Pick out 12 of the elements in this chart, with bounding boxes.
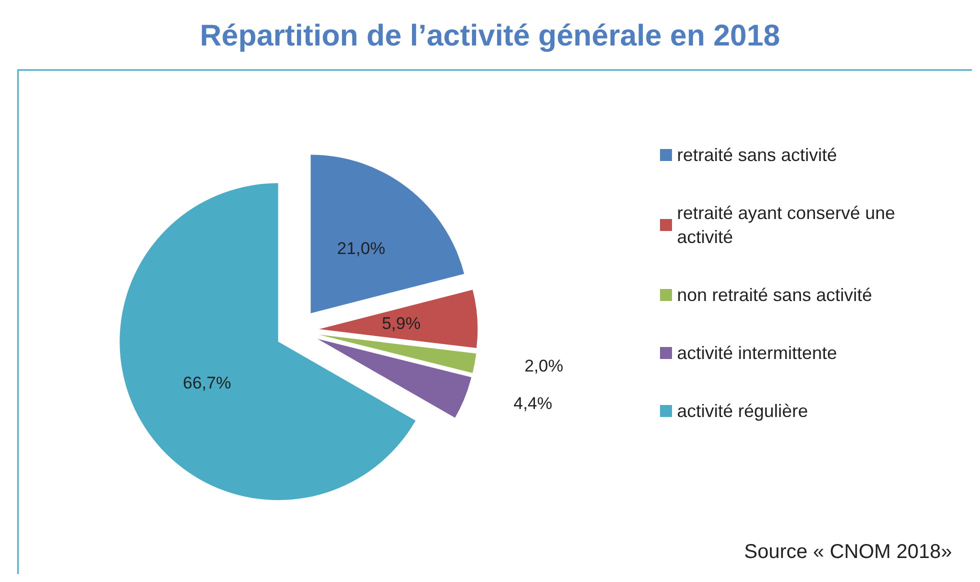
legend-label: activité intermittente [677,343,838,363]
data-label: 2,0% [524,356,564,376]
legend-label: retraité sans activité [677,145,838,165]
legend-label: activité régulière [677,401,808,421]
data-label: 5,9% [382,314,421,334]
legend-label: retraité ayant conservé une activité [677,203,900,247]
source-note: Source « CNOM 2018» [744,541,952,563]
data-label: 4,4% [513,394,552,414]
data-label: 21,0% [336,238,386,258]
data-label: 66,7% [182,373,232,392]
legend-label: non retraité sans activité [677,285,872,305]
chart-title: Répartition de l’activité générale en 2018 [200,20,780,52]
